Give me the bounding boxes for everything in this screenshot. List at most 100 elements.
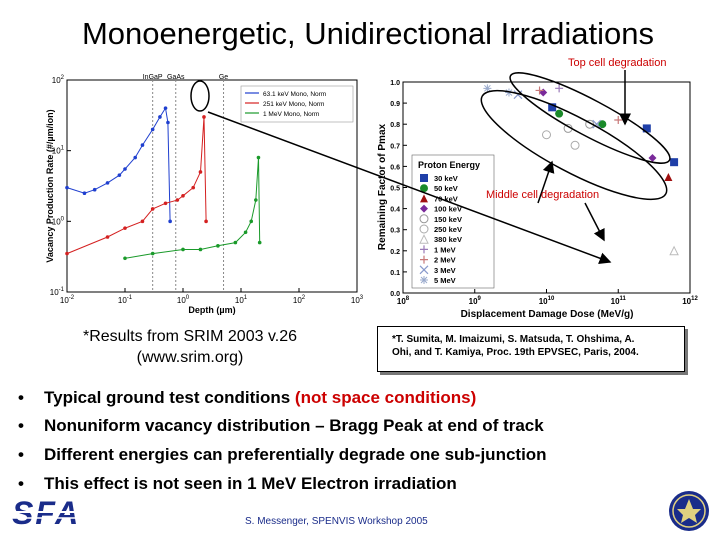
bullet-item: • Nonuniform vacancy distribution – Bragg…	[18, 416, 544, 436]
vacancy-data-point	[216, 244, 220, 248]
vacancy-x-tick-label: 102	[293, 295, 306, 305]
vacancy-legend-label: 1 MeV Mono, Norm	[263, 111, 319, 118]
vacancy-data-point	[140, 143, 145, 147]
pmax-legend-label: 100 keV	[434, 205, 462, 214]
vacancy-data-point	[163, 201, 168, 206]
vacancy-data-point	[175, 198, 180, 202]
srim-note-line1: *Results from SRIM 2003 v.26	[82, 328, 297, 345]
pmax-legend-marker	[420, 276, 428, 284]
pmax-legend-marker	[420, 174, 428, 182]
bullet-marker: •	[18, 416, 24, 435]
vacancy-data-point	[204, 219, 208, 224]
vacancy-x-tick-label: 10-2	[60, 295, 75, 305]
vacancy-data-point	[133, 155, 138, 160]
vacancy-y-tick-label: 10-1	[50, 287, 65, 297]
vacancy-data-point	[181, 193, 185, 198]
vacancy-data-point	[158, 115, 162, 119]
pmax-legend-title: Proton Energy	[418, 160, 480, 170]
pmax-legend-label: 3 MeV	[434, 266, 456, 275]
vacancy-y-axis-label: Vacancy Production Rate (#/µm/ion)	[45, 109, 55, 262]
vacancy-series-line	[66, 116, 207, 255]
vacancy-legend-label: 63.1 keV Mono, Norm	[263, 91, 326, 98]
pmax-y-tick-label: 0.2	[390, 249, 400, 256]
pmax-legend-marker	[420, 184, 428, 193]
pmax-x-axis-label: Displacement Damage Dose (MeV/g)	[461, 309, 634, 320]
vacancy-data-point	[233, 240, 238, 245]
srim-note-line2: (www.srim.org)	[136, 349, 244, 366]
pmax-y-tick-label: 0.9	[390, 101, 400, 108]
pmax-y-tick-label: 0.3	[390, 228, 400, 235]
dod-seal-icon	[669, 491, 709, 531]
pmax-x-tick-label: 1010	[539, 296, 555, 306]
vacancy-data-point	[254, 198, 258, 202]
pmax-y-tick-label: 0.0	[390, 291, 400, 298]
sfa-logo: SFA	[10, 495, 120, 530]
vacancy-data-point	[92, 187, 97, 192]
pmax-data-point	[483, 84, 492, 93]
pmax-y-tick-label: 0.1	[390, 270, 400, 277]
pmax-x-tick-label: 1011	[611, 296, 627, 306]
pmax-legend-label: 150 keV	[434, 215, 462, 224]
vacancy-x-tick-label: 10-1	[118, 295, 133, 305]
pmax-legend-label: 30 keV	[434, 174, 458, 183]
pmax-data-point	[669, 245, 679, 256]
bullet-marker: •	[18, 474, 24, 493]
pmax-y-tick-label: 0.5	[390, 186, 400, 193]
citation-line2: Ohi, and T. Kamiya, Proc. 19th EPVSEC, P…	[392, 347, 639, 358]
vacancy-data-point	[166, 120, 170, 125]
pmax-legend-label: 70 keV	[434, 194, 458, 203]
pmax-data-point	[670, 158, 679, 167]
pmax-x-tick-label: 109	[469, 296, 482, 306]
vacancy-data-point	[123, 226, 127, 230]
bullet-text: Different energies can preferentially de…	[44, 445, 547, 464]
vacancy-x-axis-label: Depth (µm)	[188, 305, 235, 315]
vacancy-data-point	[181, 247, 185, 252]
pmax-y-tick-label: 1.0	[390, 80, 400, 87]
vacancy-data-point	[150, 207, 155, 211]
layer-label: GaAs	[167, 74, 185, 81]
bullet-item: • Typical ground test conditions (not spa…	[18, 388, 476, 408]
pmax-data-point	[504, 88, 513, 97]
vacancy-data-point	[168, 219, 172, 224]
vacancy-data-point	[150, 251, 155, 256]
vacancy-y-tick-label: 101	[52, 146, 65, 156]
srim-note: *Results from SRIM 2003 v.26 (www.srim.o…	[60, 326, 320, 368]
pmax-legend-marker	[419, 265, 429, 275]
pmax-legend-label: 2 MeV	[434, 256, 456, 265]
pmax-data-point	[548, 103, 557, 112]
vacancy-legend-label: 251 keV Mono, Norm	[263, 101, 324, 108]
bullet-item: • This effect is not seen in 1 MeV Electr…	[18, 474, 457, 494]
layer-label: Ge	[219, 74, 228, 81]
vacancy-x-tick-label: 100	[177, 295, 190, 305]
bullet-text: This effect is not seen in 1 MeV Electro…	[44, 474, 457, 493]
vacancy-data-point	[117, 173, 122, 177]
pmax-legend-label: 250 keV	[434, 225, 462, 234]
footer-credit: S. Messenger, SPENVIS Workshop 2005	[245, 516, 428, 527]
vacancy-data-point	[150, 127, 155, 132]
bullet-marker: •	[18, 445, 24, 464]
pmax-data-point	[642, 124, 651, 133]
vacancy-data-point	[257, 240, 262, 245]
vacancy-data-point	[65, 185, 69, 190]
pmax-legend-label: 1 MeV	[434, 245, 456, 254]
pmax-y-tick-label: 0.8	[390, 122, 400, 129]
pmax-y-axis-label: Remaining Factor of Pmax	[377, 123, 388, 250]
pmax-legend-label: 50 keV	[434, 184, 458, 193]
vacancy-x-tick-label: 103	[351, 295, 364, 305]
top-cell-annotation: Top cell degradation	[568, 57, 667, 69]
vacancy-x-tick-label: 101	[235, 295, 248, 305]
vacancy-data-point	[243, 230, 248, 235]
pmax-y-tick-label: 0.7	[390, 143, 400, 150]
vacancy-data-point	[256, 155, 261, 160]
vacancy-y-tick-label: 100	[52, 216, 65, 226]
pmax-x-tick-label: 108	[397, 296, 410, 306]
bullet-item: • Different energies can preferentially d…	[18, 445, 547, 465]
vacancy-data-point	[105, 235, 110, 239]
bullet-text: Nonuniform vacancy distribution – Bragg …	[44, 416, 544, 435]
pmax-legend-label: 5 MeV	[434, 276, 456, 285]
vacancy-data-point	[163, 106, 168, 110]
bullet-text: Typical ground test conditions	[44, 388, 295, 407]
pmax-x-tick-label: 1012	[682, 296, 698, 306]
vacancy-data-point	[198, 170, 203, 174]
vacancy-y-tick-label: 102	[52, 75, 65, 85]
